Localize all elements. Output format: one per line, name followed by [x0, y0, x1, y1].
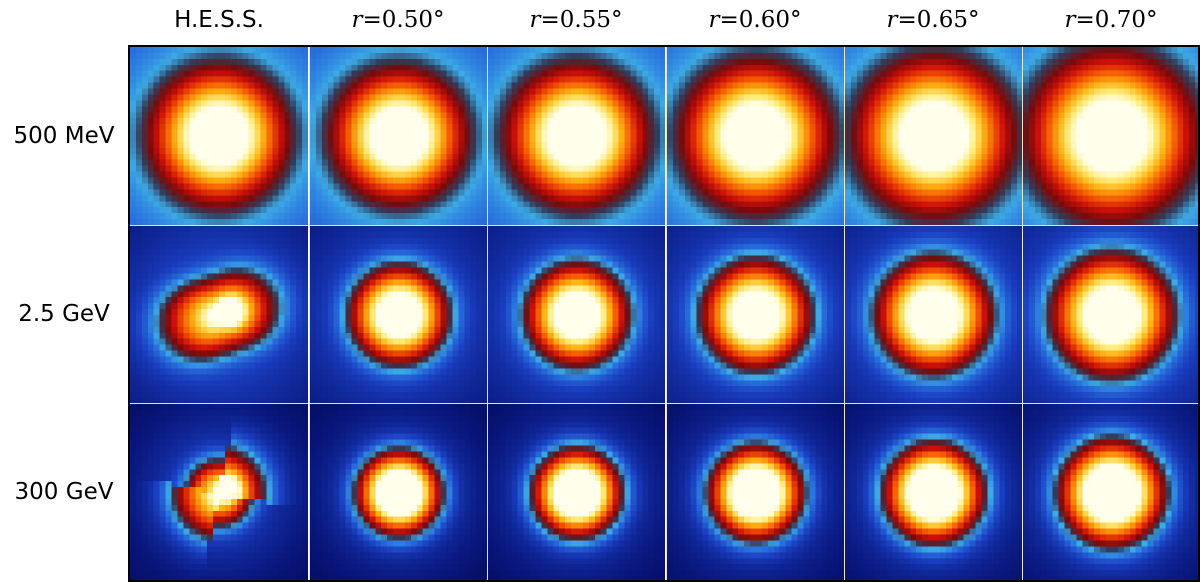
heatmap-panel-r1-c1: [309, 225, 487, 403]
heatmap-image: [667, 226, 844, 403]
row-label-0: 500 MeV: [13, 123, 115, 149]
column-header-value: =0.55°: [540, 7, 623, 33]
row-label-2: 300 GeV: [14, 479, 114, 505]
heatmap-panel-r2-c4: [844, 403, 1022, 581]
heatmap-image: [667, 47, 844, 225]
heatmap-panel-r1-c2: [487, 225, 665, 403]
heatmap-panel-r2-c5: [1022, 403, 1200, 581]
heatmap-image: [667, 404, 844, 581]
column-header-0: H.E.S.S.: [174, 7, 264, 33]
heatmap-panel-r2-c3: [666, 403, 844, 581]
heatmap-panel-r0-c5: [1022, 47, 1200, 225]
heatmap-panel-r0-c1: [309, 47, 487, 225]
column-header-value: =0.60°: [719, 7, 802, 33]
heatmap-image: [488, 47, 665, 225]
column-header-4: r =0.65°: [844, 0, 1022, 40]
heatmap-image: [845, 404, 1022, 581]
column-header-5: r =0.70°: [1022, 0, 1200, 40]
column-header-value: =0.70°: [1075, 7, 1158, 33]
row-label-1: 2.5 GeV: [18, 301, 110, 327]
column-header-variable: r: [351, 7, 363, 33]
heatmap-panel-r1-c0: [130, 225, 308, 403]
heatmap-image: [488, 404, 665, 581]
heatmap-image: [845, 226, 1022, 403]
column-header-value: =0.65°: [897, 7, 980, 33]
heatmap-panel-r2-c2: [487, 403, 665, 581]
heatmap-panel-r0-c3: [666, 47, 844, 225]
heatmap-panel-r1-c5: [1022, 225, 1200, 403]
heatmap-panel-r0-c0: [130, 47, 308, 225]
column-header-2: r =0.55°: [487, 0, 665, 40]
heatmap-panel-r1-c3: [666, 225, 844, 403]
heatmap-image: [845, 47, 1022, 225]
heatmap-image: [1023, 404, 1200, 581]
heatmap-image: [130, 226, 308, 403]
heatmap-image: [1023, 47, 1200, 225]
heatmap-image: [488, 226, 665, 403]
column-header-variable: r: [708, 7, 720, 33]
column-header-variable: r: [1064, 7, 1076, 33]
heatmap-image: [130, 47, 308, 225]
heatmap-image: [310, 226, 487, 403]
heatmap-panel-r0-c2: [487, 47, 665, 225]
heatmap-image: [130, 404, 308, 581]
column-header-1: r =0.50°: [309, 0, 487, 40]
heatmap-image: [310, 404, 487, 581]
column-header-variable: r: [886, 7, 898, 33]
heatmap-panel-r2-c1: [309, 403, 487, 581]
heatmap-image: [1023, 226, 1200, 403]
heatmap-panel-r1-c4: [844, 225, 1022, 403]
heatmap-panel-r0-c4: [844, 47, 1022, 225]
heatmap-image: [310, 47, 487, 225]
column-header-value: =0.50°: [362, 7, 445, 33]
column-header-3: r =0.60°: [666, 0, 844, 40]
column-header-variable: r: [529, 7, 541, 33]
heatmap-panel-r2-c0: [130, 403, 308, 581]
